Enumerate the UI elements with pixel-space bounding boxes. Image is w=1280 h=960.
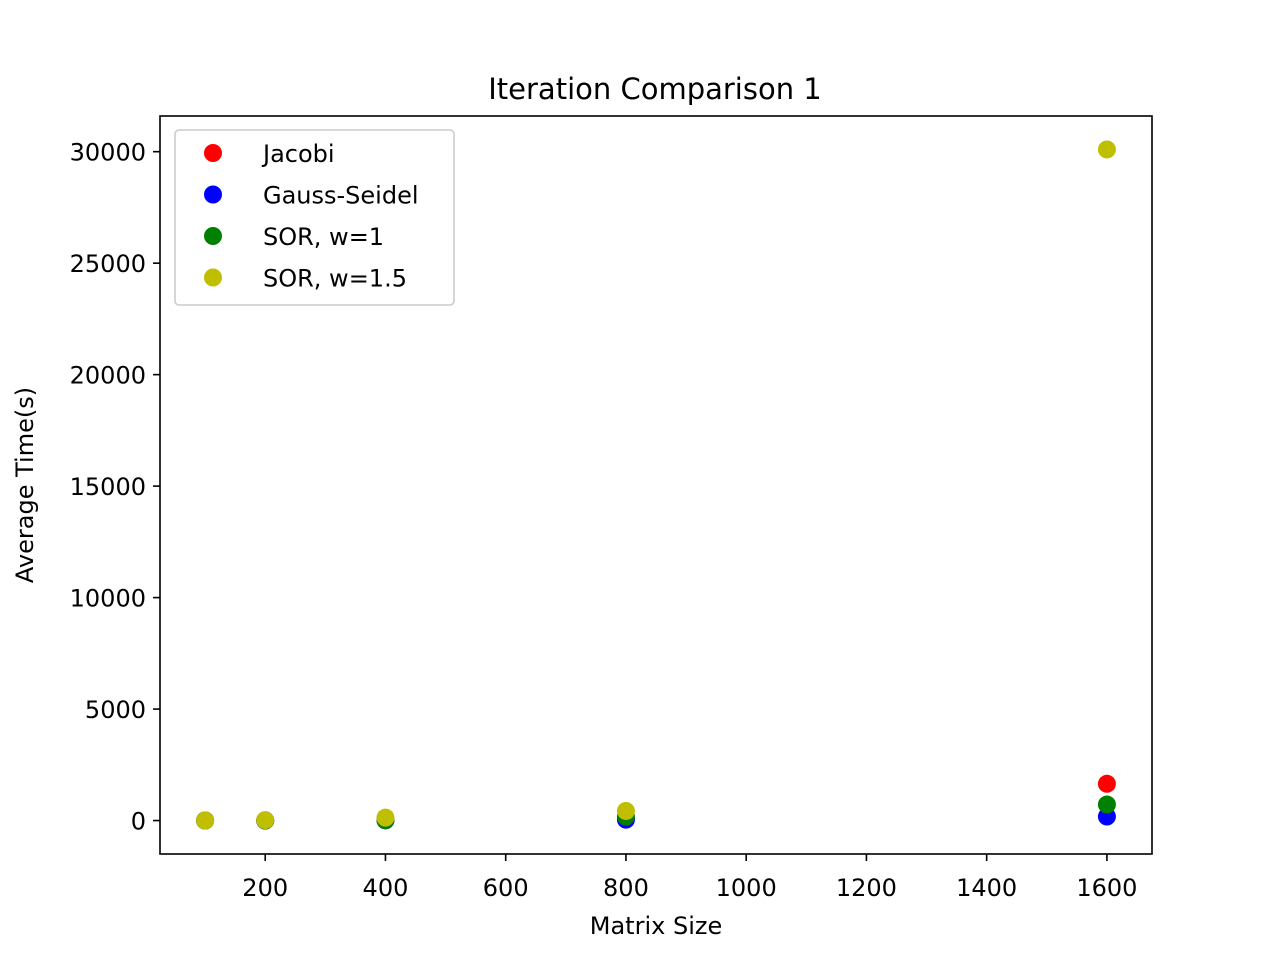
- x-tick-label: 1600: [1076, 874, 1137, 902]
- data-points: [196, 140, 1116, 830]
- x-tick-label: 1000: [716, 874, 777, 902]
- x-tick-label: 600: [483, 874, 529, 902]
- y-tick-label: 30000: [70, 139, 146, 167]
- legend-marker: [204, 268, 222, 287]
- legend-label: Jacobi: [261, 140, 335, 168]
- legend-entries: Jacobi Gauss-Seidel SOR, w=1 SOR, w=1.5: [204, 140, 419, 293]
- x-tick-label: 800: [603, 874, 649, 902]
- data-point-sor-w-1-5: [376, 808, 395, 827]
- legend-marker: [204, 227, 222, 245]
- x-axis: 200 400 600 800 1000 1200 1400 1600: [242, 854, 1137, 902]
- legend-marker: [204, 144, 222, 162]
- y-tick-label: 20000: [70, 362, 146, 390]
- data-point-sor-w-1-5: [256, 811, 275, 830]
- x-tick-label: 1400: [956, 874, 1017, 902]
- data-point-jacobi: [1097, 774, 1116, 793]
- legend-label: SOR, w=1.5: [263, 265, 407, 293]
- legend-label: SOR, w=1: [263, 223, 384, 251]
- y-tick-label: 5000: [85, 696, 146, 724]
- y-axis-label: Average Time(s): [11, 387, 39, 583]
- legend-label: Gauss-Seidel: [263, 182, 419, 210]
- x-tick-label: 1200: [836, 874, 897, 902]
- x-axis-label: Matrix Size: [590, 912, 722, 940]
- y-tick-label: 15000: [70, 473, 146, 501]
- y-tick-label: 25000: [70, 250, 146, 278]
- y-tick-label: 10000: [70, 585, 146, 613]
- legend: Jacobi Gauss-Seidel SOR, w=1 SOR, w=1.5: [174, 129, 455, 306]
- data-point-sor-w-1-5: [1097, 140, 1116, 159]
- x-tick-label: 200: [242, 874, 288, 902]
- y-tick-label: 0: [131, 808, 146, 836]
- data-point-sor-w-1: [1097, 795, 1116, 814]
- legend-marker: [204, 185, 222, 204]
- legend-box: [174, 129, 455, 306]
- x-tick-label: 400: [363, 874, 409, 902]
- chart-title: Iteration Comparison 1: [488, 72, 822, 106]
- data-point-sor-w-1-5: [616, 801, 635, 820]
- data-point-sor-w-1-5: [196, 811, 215, 830]
- y-axis: 0 5000 10000 15000 20000 25000 30000: [70, 139, 160, 836]
